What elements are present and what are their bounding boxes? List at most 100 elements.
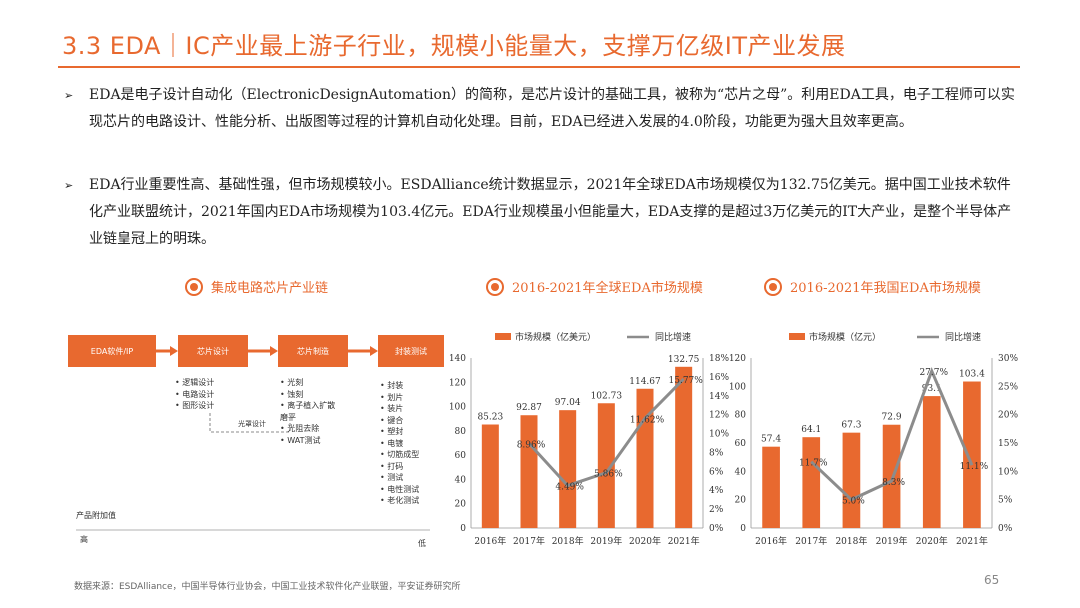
section-heading-text: 2016-2021年我国EDA市场规模: [790, 281, 981, 296]
y2-tick-label: 0%: [998, 524, 1013, 534]
list-item: • WAT测试: [280, 435, 321, 445]
bar-value-label: 114.67: [629, 377, 661, 387]
y-tick-label: 100: [729, 382, 746, 392]
y-tick-label: 80: [735, 411, 747, 421]
bar-value-label: 93.1: [922, 384, 942, 394]
y2-tick-label: 25%: [998, 382, 1018, 392]
x-tick-label: 2019年: [876, 535, 908, 547]
x-tick-label: 2016年: [755, 535, 787, 547]
y2-tick-label: 20%: [998, 411, 1018, 421]
line-value-label: 8.96%: [517, 440, 546, 450]
y2-tick-label: 12%: [709, 411, 729, 421]
bar-value-label: 92.87: [516, 403, 542, 413]
legend-bar-label: 市场规模（亿美元）: [515, 331, 596, 343]
line-value-label: 27.7%: [919, 368, 948, 378]
y2-tick-label: 14%: [709, 392, 729, 402]
legend-bar-label: 市场规模（亿元）: [809, 331, 881, 343]
bar-value-label: 57.4: [761, 435, 781, 445]
x-tick-label: 2021年: [668, 535, 700, 547]
line-value-label: 4.49%: [555, 483, 584, 493]
packaging-list: • 封装 • 划片 • 装片 • 键合 • 塑封 • 电镀 • 切筋成型 • 打…: [380, 380, 419, 507]
bar-value-label: 97.04: [555, 398, 581, 408]
y-tick-label: 60: [735, 439, 747, 449]
list-item: • 老化测试: [380, 496, 420, 505]
page-title: 3.3 EDA｜IC产业最上游子行业，规模小能量大，支撑万亿级IT产业发展: [62, 32, 846, 60]
legend-line-label: 同比增速: [945, 331, 981, 343]
bar: [520, 415, 538, 528]
list-item: • 逻辑设计: [175, 378, 215, 387]
x-tick-label: 2020年: [629, 535, 661, 547]
flow-box-design: 芯片设计: [178, 335, 248, 367]
source-footnote: 数据来源：ESDAlliance，中国半导体行业协会，中国工业技术软件化产业联盟…: [74, 582, 461, 592]
x-tick-label: 2017年: [795, 535, 827, 547]
title-divider: [58, 66, 1020, 68]
x-tick-label: 2019年: [590, 535, 622, 547]
list-item: • 键合: [380, 415, 404, 425]
y2-tick-label: 10%: [709, 430, 729, 440]
design-list: • 逻辑设计 • 电路设计 • 图形设计: [175, 377, 214, 412]
line-value-label: 8.3%: [882, 478, 905, 488]
y-tick-label: 20: [735, 496, 747, 506]
bar: [762, 446, 780, 528]
y2-tick-label: 2%: [709, 505, 724, 515]
bar-value-label: 64.1: [801, 425, 821, 435]
list-item: • 测试: [380, 473, 404, 482]
section-heading-text: 2016-2021年全球EDA市场规模: [512, 281, 703, 296]
y-tick-label: 40: [735, 467, 747, 477]
value-low-label: 低: [418, 539, 426, 548]
y2-tick-label: 30%: [998, 354, 1018, 364]
list-item: • 装片: [380, 404, 404, 413]
flow-box-packaging: 封装测试: [378, 335, 444, 367]
flow-box-eda: EDA软件/IP: [68, 335, 156, 367]
section-heading-flow: 集成电路芯片产业链: [185, 277, 328, 296]
growth-line: [810, 366, 974, 502]
list-item: • 切筋成型: [380, 450, 420, 459]
y-tick-label: 140: [449, 354, 466, 364]
target-icon: [185, 278, 203, 296]
bar-value-label: 85.23: [477, 413, 503, 423]
list-item: • 打码: [380, 461, 404, 471]
list-item: • 电镀: [380, 438, 404, 448]
y2-tick-label: 15%: [998, 439, 1018, 449]
legend-bar-swatch: [789, 333, 805, 340]
x-tick-label: 2021年: [956, 535, 988, 547]
section-heading-global: 2016-2021年全球EDA市场规模: [486, 277, 703, 296]
y2-tick-label: 4%: [709, 486, 724, 496]
y-tick-label: 100: [449, 403, 466, 413]
x-tick-label: 2018年: [552, 535, 584, 547]
bar: [559, 410, 577, 528]
list-item: 磨平: [280, 412, 296, 422]
arrow-bullet-icon: ➢: [64, 179, 74, 192]
y-tick-label: 120: [449, 378, 466, 388]
list-item: • 图形设计: [175, 401, 215, 410]
bar: [802, 437, 821, 528]
line-value-label: 11.1%: [960, 462, 989, 472]
x-tick-label: 2017年: [513, 535, 545, 547]
global-eda-chart: 市场规模（亿美元） 同比增速 0 20 40 60 80 100 120 140 0% 2% 4% 6% 8…: [449, 331, 730, 547]
x-tick-label: 2018年: [835, 535, 867, 547]
y2-tick-label: 5%: [998, 496, 1013, 506]
y-tick-label: 40: [455, 475, 467, 485]
bar: [963, 381, 981, 528]
flow-box-manufacture: 芯片制造: [278, 335, 348, 367]
value-axis-label: 产品附加值: [76, 511, 116, 520]
bar-value-label: 67.3: [841, 421, 861, 431]
bar: [882, 424, 901, 528]
x-tick-label: 2020年: [916, 535, 948, 547]
target-icon: [764, 278, 782, 296]
bar-value-label: 103.4: [959, 370, 985, 380]
bullet-paragraph: ➢ EDA是电子设计自动化（ElectronicDesignAutomation…: [64, 82, 1024, 136]
bar-value-label: 102.73: [591, 391, 623, 401]
y-tick-label: 0: [740, 524, 746, 534]
y-tick-label: 80: [455, 427, 467, 437]
arrow-bullet-icon: ➢: [64, 89, 74, 102]
y-tick-label: 120: [729, 354, 746, 364]
list-item: • 电路设计: [175, 389, 215, 399]
legend-line-label: 同比增速: [655, 331, 691, 343]
bar: [636, 388, 654, 528]
list-item: • 光刻: [280, 378, 304, 387]
y2-tick-label: 0%: [709, 524, 724, 534]
page-number: 65: [984, 573, 1000, 587]
bar: [481, 424, 499, 528]
